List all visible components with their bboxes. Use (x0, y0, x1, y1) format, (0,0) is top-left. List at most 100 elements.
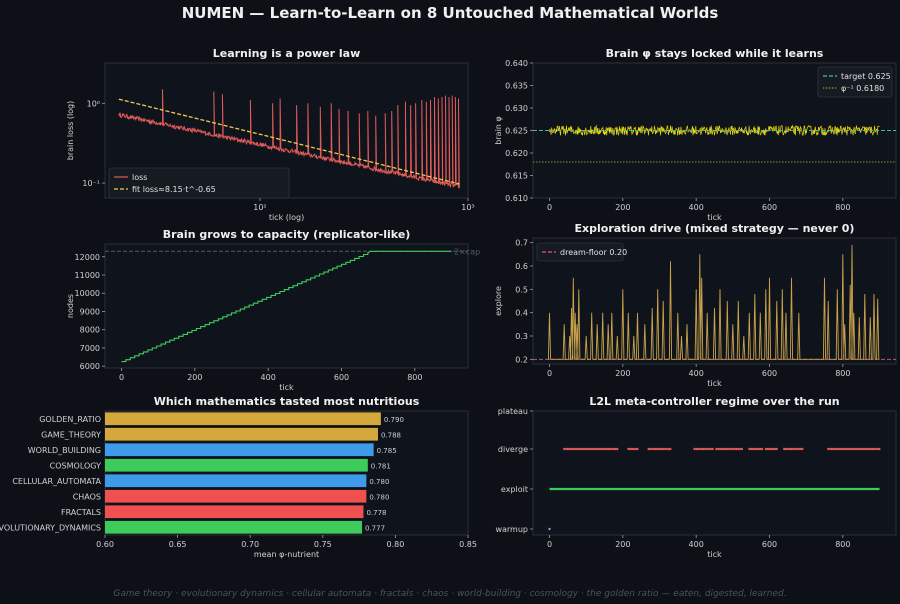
x-tick-label: 0.80 (386, 540, 404, 549)
regime-diverge (667, 447, 670, 451)
regime-diverge (581, 447, 584, 451)
value-label: 0.781 (371, 462, 391, 470)
category-label: CELLULAR_AUTOMATA (12, 477, 101, 486)
regime-diverge (770, 447, 773, 451)
regime-diverge (629, 447, 632, 451)
y-tick-label: 0.630 (505, 104, 528, 113)
regime-diverge (607, 447, 610, 451)
x-tick-label: 0 (547, 369, 552, 378)
figure-footer: Game theory · evolutionary dynamics · ce… (113, 589, 787, 599)
chart-panel-3: Brain grows to capacity (replicator-like… (66, 228, 480, 392)
regime-diverge (720, 447, 723, 451)
x-axis-label: tick (279, 383, 294, 392)
regime-diverge (865, 447, 868, 451)
regime-diverge (715, 447, 718, 451)
regime-diverge (854, 447, 857, 451)
regime-diverge (862, 447, 864, 451)
regime-diverge (874, 447, 877, 451)
y-axis-label: brain loss (log) (66, 101, 75, 161)
regime-diverge (627, 447, 630, 451)
y-tick-label: 6000 (80, 362, 100, 371)
regime-diverge (788, 447, 791, 451)
regime-diverge (669, 447, 672, 451)
value-label: 0.788 (381, 431, 401, 439)
regime-diverge (750, 447, 753, 451)
regime-diverge (601, 447, 604, 451)
regime-diverge (574, 447, 577, 451)
plot-area (104, 243, 469, 369)
legend-entry: φ⁻¹ 0.6180 (841, 84, 884, 93)
regime-diverge (647, 447, 650, 451)
x-tick-label: 400 (689, 540, 704, 549)
y-tick-label: 12000 (75, 253, 100, 262)
regime-diverge (693, 447, 696, 451)
legend-entry: target 0.625 (841, 72, 891, 81)
phi-series-line (549, 124, 880, 137)
regime-diverge (658, 447, 661, 451)
x-axis-label: mean φ-nutrient (254, 550, 319, 559)
y-tick-label: diverge (498, 445, 528, 454)
figure-title: NUMEN — Learn-to-Learn on 8 Untouched Ma… (181, 4, 719, 22)
chart-title: Brain φ stays locked while it learns (606, 47, 824, 60)
legend-box (108, 167, 290, 199)
bar-world-building (105, 443, 374, 457)
bar-evolutionary-dynamics (105, 520, 363, 534)
category-label: FRACTALS (61, 508, 101, 517)
x-tick-label: 0 (119, 373, 124, 382)
regime-diverge (766, 447, 769, 451)
regime-diverge (741, 447, 743, 451)
regime-diverge (783, 447, 786, 451)
regime-diverge (612, 447, 615, 451)
regime-diverge (697, 447, 699, 451)
regime-diverge (852, 447, 855, 451)
regime-diverge (834, 447, 837, 451)
y-tick-label: 0.2 (515, 355, 528, 364)
regime-diverge (665, 447, 668, 451)
chart-title: L2L meta-controller regime over the run (589, 395, 839, 408)
x-tick-label: 400 (689, 203, 704, 212)
y-tick-label: 0.3 (515, 332, 528, 341)
regime-diverge (772, 447, 775, 451)
regime-diverge (709, 447, 712, 451)
y-tick-label: plateau (498, 407, 528, 416)
regime-diverge (873, 447, 875, 451)
legend-entry: fit loss≈8.15·t^-0.65 (132, 185, 216, 194)
legend-box (817, 66, 893, 98)
regime-diverge (797, 447, 800, 451)
regime-diverge (631, 447, 633, 451)
x-tick-label: 0.70 (241, 540, 259, 549)
regime-diverge (653, 447, 655, 451)
regime-diverge (576, 447, 578, 451)
regime-diverge (830, 447, 833, 451)
x-axis-label: tick (log) (269, 213, 304, 222)
regime-diverge (708, 447, 710, 451)
loss-series-line (118, 89, 460, 189)
regime-diverge (867, 447, 870, 451)
y-axis-label: brain φ (494, 116, 503, 144)
y-tick-label: 7000 (80, 344, 100, 353)
regime-diverge (636, 447, 639, 451)
y-axis-label: nodes (66, 294, 75, 318)
regime-diverge (801, 447, 804, 451)
y-tick-label: 0.635 (505, 82, 528, 91)
y-tick-label: 0.5 (515, 285, 528, 294)
regime-diverge (863, 447, 866, 451)
value-label: 0.780 (369, 478, 389, 486)
regime-diverge (726, 447, 729, 451)
x-tick-label: 200 (615, 540, 630, 549)
x-tick-label: 800 (835, 540, 850, 549)
regime-diverge (761, 447, 764, 451)
bar-fractals (105, 505, 364, 519)
x-tick-label: 600 (762, 203, 777, 212)
regime-diverge (786, 447, 789, 451)
regime-diverge (764, 447, 767, 451)
regime-diverge (614, 447, 617, 451)
regime-diverge (632, 447, 635, 451)
x-tick-label: 10² (253, 203, 266, 212)
regime-diverge (702, 447, 705, 451)
regime-diverge (634, 447, 637, 451)
regime-diverge (757, 447, 760, 451)
y-tick-label: 9000 (80, 307, 100, 316)
regime-diverge (662, 447, 665, 451)
